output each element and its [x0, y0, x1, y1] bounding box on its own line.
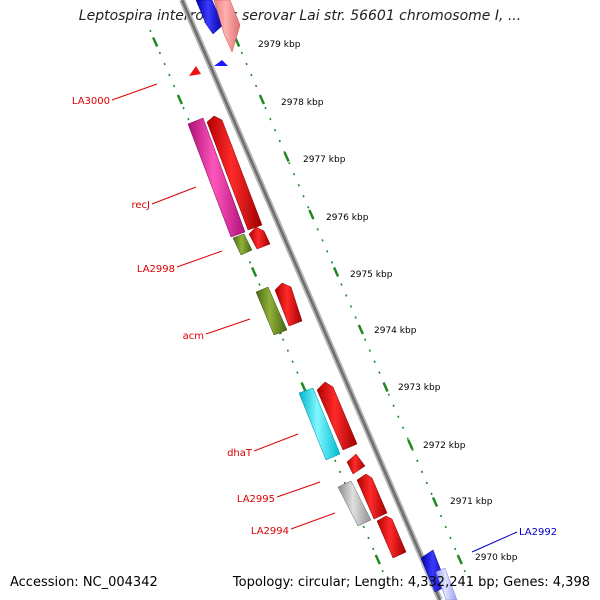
topology-label: Topology: circular; Length: 4,332,241 bp… [232, 575, 590, 590]
feature-la2995[interactable] [337, 480, 372, 527]
gene-label-la2995[interactable]: LA2995 [237, 494, 275, 505]
ruler-tick [382, 381, 389, 393]
ruler-ticks [152, 36, 463, 565]
gene-label-la2992[interactable]: LA2992 [519, 527, 557, 538]
feature-la2998[interactable] [232, 233, 253, 256]
ruler-tick [374, 554, 381, 565]
kbp-label: 2973 kbp [398, 383, 441, 393]
accession-label: Accession: NC_004342 [10, 575, 158, 590]
ruler-tick [152, 36, 159, 48]
kbp-label: 2979 kbp [258, 40, 301, 50]
label-leaders [111, 83, 518, 553]
gene-label-la2994[interactable]: LA2994 [251, 526, 289, 537]
feature-recJ[interactable] [187, 117, 246, 238]
ruler-tick [300, 381, 307, 393]
feature-acm[interactable] [255, 286, 288, 336]
feature-la2994[interactable] [376, 515, 407, 559]
ruler-tick [176, 94, 184, 105]
kbp-label: 2972 kbp [423, 441, 466, 451]
feature-pink-top[interactable] [213, 0, 241, 53]
feature-lavender-bottom[interactable] [435, 567, 458, 600]
kbp-label: 2976 kbp [326, 213, 369, 223]
feature-red-2[interactable] [248, 226, 271, 250]
ruler-tick [258, 94, 266, 105]
ruler-tick [283, 151, 290, 163]
kbp-label: 2970 kbp [475, 553, 518, 563]
feature-red-4[interactable] [316, 381, 358, 451]
feature-blue-small[interactable] [214, 60, 228, 66]
kbp-label: 2974 kbp [374, 326, 417, 336]
gene-label-recJ[interactable]: recJ [132, 200, 151, 211]
feature-red-3[interactable] [274, 282, 303, 327]
feature-la3000[interactable] [189, 66, 201, 76]
ruler-tick [431, 496, 439, 508]
feature-blue-top[interactable] [195, 0, 224, 35]
gene-label-dhaT[interactable]: dhaT [227, 448, 253, 459]
kbp-label: 2975 kbp [350, 270, 393, 280]
gene-labels: LA3000 recJ LA2998 acm dhaT LA2995 LA299… [72, 96, 557, 538]
ruler-tick [250, 266, 258, 278]
ruler-tick [456, 554, 463, 565]
ruler-tick [407, 439, 414, 450]
kbp-label: 2971 kbp [450, 497, 493, 507]
chromosome-backbone [179, 0, 443, 600]
ruler-tick [308, 209, 315, 220]
ruler-tick [332, 266, 340, 278]
ruler-tick [357, 324, 364, 335]
feature-red-1[interactable] [206, 115, 263, 231]
feature-red-6[interactable] [356, 473, 388, 520]
gene-label-acm[interactable]: acm [183, 331, 204, 342]
gene-label-la2998[interactable]: LA2998 [137, 264, 175, 275]
feature-red-5[interactable] [346, 453, 366, 475]
gene-label-la3000[interactable]: LA3000 [72, 96, 110, 107]
kbp-label: 2978 kbp [281, 98, 324, 108]
kbp-label: 2977 kbp [303, 155, 346, 165]
feature-dhaT[interactable] [298, 387, 341, 461]
kbp-scale: 2979 kbp 2978 kbp 2977 kbp 2976 kbp 2975… [258, 40, 518, 563]
